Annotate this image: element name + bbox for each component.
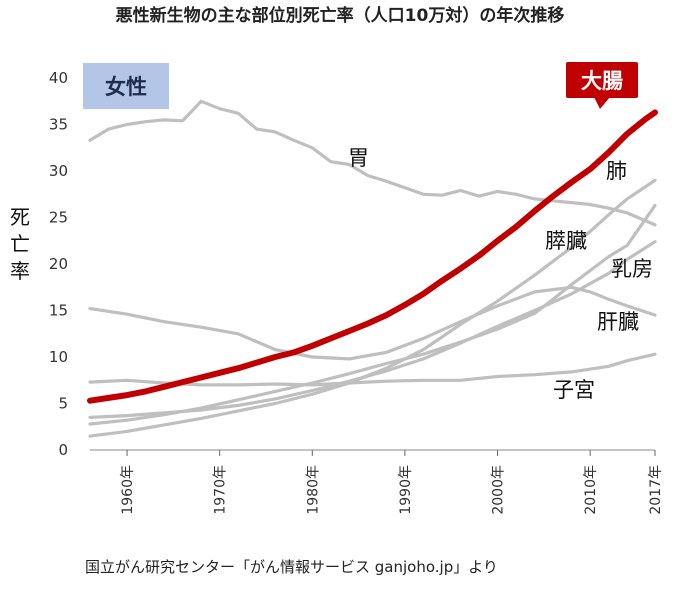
y-tick-label: 0 — [58, 441, 68, 459]
x-tick-label: 2000年 — [491, 465, 507, 515]
female-badge-box — [83, 63, 169, 109]
y-ticks: 0 5 10 15 20 25 30 35 40 — [49, 69, 68, 459]
series-line-子宮 — [88, 352, 657, 387]
highlight-badge-pointer — [594, 97, 610, 109]
female-badge-text: 女性 — [105, 75, 147, 99]
x-tick-label: 1990年 — [398, 465, 414, 515]
label-lung: 肺 — [606, 159, 627, 183]
series-line-大腸 — [87, 109, 658, 404]
series-labels: 胃 肺 膵臓 乳房 肝臓 子宮 — [348, 146, 653, 402]
series-line-乳房 — [88, 240, 657, 419]
x-tick-label: 1960年 — [120, 465, 136, 515]
x-ticks: 1960年 1970年 1980年 1990年 2000年 2010年 2017年 — [120, 450, 664, 515]
y-tick-label: 15 — [49, 302, 68, 320]
y-axis-label-char: 死 — [10, 205, 30, 229]
y-axis-label-char: 率 — [10, 259, 30, 283]
y-tick-label: 10 — [49, 348, 68, 366]
x-tick-label: 2010年 — [583, 465, 599, 515]
source-note: 国立がん研究センター「がん情報サービス ganjoho.jp」より — [85, 558, 498, 576]
label-breast: 乳房 — [611, 257, 653, 281]
y-tick-label: 30 — [49, 162, 68, 180]
y-tick-label: 25 — [49, 209, 68, 227]
x-tick-label: 2017年 — [648, 465, 664, 515]
highlight-badge: 大腸 — [566, 62, 638, 109]
series-line-胃 — [88, 99, 657, 227]
y-axis-label-char: 亡 — [10, 232, 30, 256]
label-uterus: 子宮 — [553, 378, 595, 402]
y-tick-label: 5 — [58, 395, 68, 413]
y-tick-label: 40 — [49, 69, 68, 87]
series-line-肝臓 — [88, 285, 657, 361]
highlight-badge-text: 大腸 — [581, 69, 623, 93]
label-stomach: 胃 — [348, 146, 369, 170]
y-tick-label: 20 — [49, 255, 68, 273]
y-tick-label: 35 — [49, 116, 68, 134]
female-badge: 女性 — [83, 63, 169, 109]
y-axis: 死 亡 率 — [10, 205, 30, 283]
label-pancreas: 膵臓 — [545, 229, 587, 253]
highlight-badge-box — [566, 62, 638, 98]
label-liver: 肝臓 — [597, 310, 639, 334]
x-tick-label: 1970年 — [213, 465, 229, 515]
x-tick-label: 1980年 — [305, 465, 321, 515]
chart-title: 悪性新生物の主な部位別死亡率（人口10万対）の年次推移 — [116, 5, 565, 26]
series-line-膵臓 — [88, 203, 657, 426]
series-lines — [87, 99, 658, 438]
